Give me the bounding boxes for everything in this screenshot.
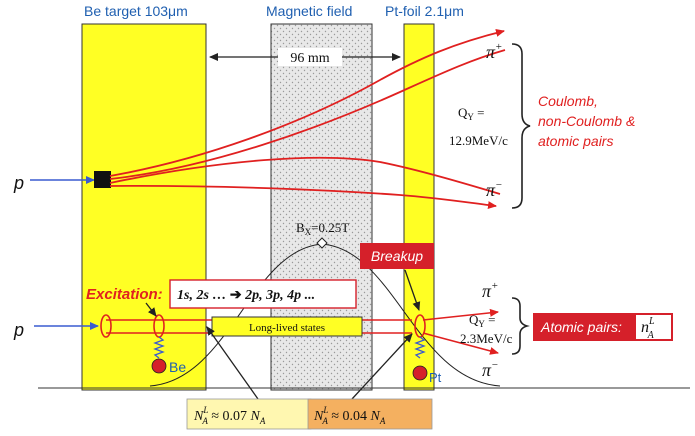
pt-foil-plate	[403, 23, 435, 391]
upper-interaction-point	[94, 171, 111, 188]
pt-spring	[414, 336, 426, 359]
lower-pi-plus-label: π+	[482, 280, 498, 301]
be-nucleus-label: Be	[169, 359, 186, 375]
breakup-label: Breakup	[371, 248, 423, 264]
breakup-badge	[360, 243, 434, 269]
lower-brace	[511, 297, 530, 355]
be-nucleus	[151, 358, 167, 374]
distance-label: 96 mm	[290, 51, 329, 66]
be-target-plate	[81, 23, 207, 391]
upper-pairs-line-2: non-Coulomb &	[538, 113, 635, 129]
field-value-label: BX=0.25T	[296, 220, 349, 237]
left-fraction-pointer	[206, 326, 259, 400]
upper-pi-minus-label: π−	[486, 179, 502, 200]
upper-qy-label: QY =	[458, 105, 484, 122]
excitation-label: Excitation:	[86, 286, 163, 303]
atomic-pairs-symbol-box	[636, 315, 671, 339]
upper-pairs-line-3: atomic pairs	[538, 133, 613, 149]
upper-track-3	[109, 156, 501, 195]
atom-ring-start	[100, 314, 112, 338]
pt-foil-label: Pt-foil 2.1μm	[385, 3, 464, 19]
magnetic-field-label: Magnetic field	[266, 3, 352, 19]
upper-pairs-line-1: Coulomb,	[538, 93, 598, 109]
upper-pi-plus-track	[109, 29, 505, 177]
upper-pi-plus-label: π+	[486, 41, 502, 62]
right-fraction-pointer	[351, 333, 413, 400]
atomic-pairs-symbol: nL A	[641, 316, 655, 341]
distance-label-bg	[278, 48, 342, 66]
lower-pi-plus-track	[422, 308, 499, 321]
upper-qy-value: 12.9MeV/c	[449, 133, 508, 148]
lower-qy-label: QY =	[469, 312, 495, 329]
breakup-arrow	[404, 269, 421, 311]
be-target-label: Be target 103μm	[84, 3, 188, 19]
lower-pi-minus-label: π−	[482, 359, 498, 380]
excitation-states-box	[169, 279, 357, 309]
lower-proton-label: p	[13, 320, 24, 340]
upper-pi-minus-track	[109, 184, 497, 210]
field-peak-marker	[316, 237, 328, 249]
lower-qy-value: 2.3MeV/c	[460, 331, 513, 346]
left-fraction-box	[186, 398, 312, 430]
pt-nucleus-label: Pt	[429, 370, 442, 385]
lower-pi-minus-track	[422, 332, 499, 355]
upper-track-2	[109, 49, 506, 180]
be-spring	[153, 336, 165, 359]
excitation-arrow	[145, 302, 157, 317]
upper-brace	[511, 43, 531, 209]
right-fraction-text: NL A ≈ 0.04 NA	[313, 405, 386, 426]
pt-nucleus	[412, 365, 428, 381]
upper-proton-label: p	[13, 173, 24, 193]
atomic-pairs-label: Atomic pairs:	[540, 319, 622, 335]
right-fraction-box	[307, 398, 433, 430]
long-lived-label: Long-lived states	[249, 322, 325, 334]
excitation-states-text: 1s, 2s … ➔ 2p, 3p, 4p ...	[177, 288, 315, 303]
left-fraction-text: NL A ≈ 0.07 NA	[193, 405, 266, 426]
